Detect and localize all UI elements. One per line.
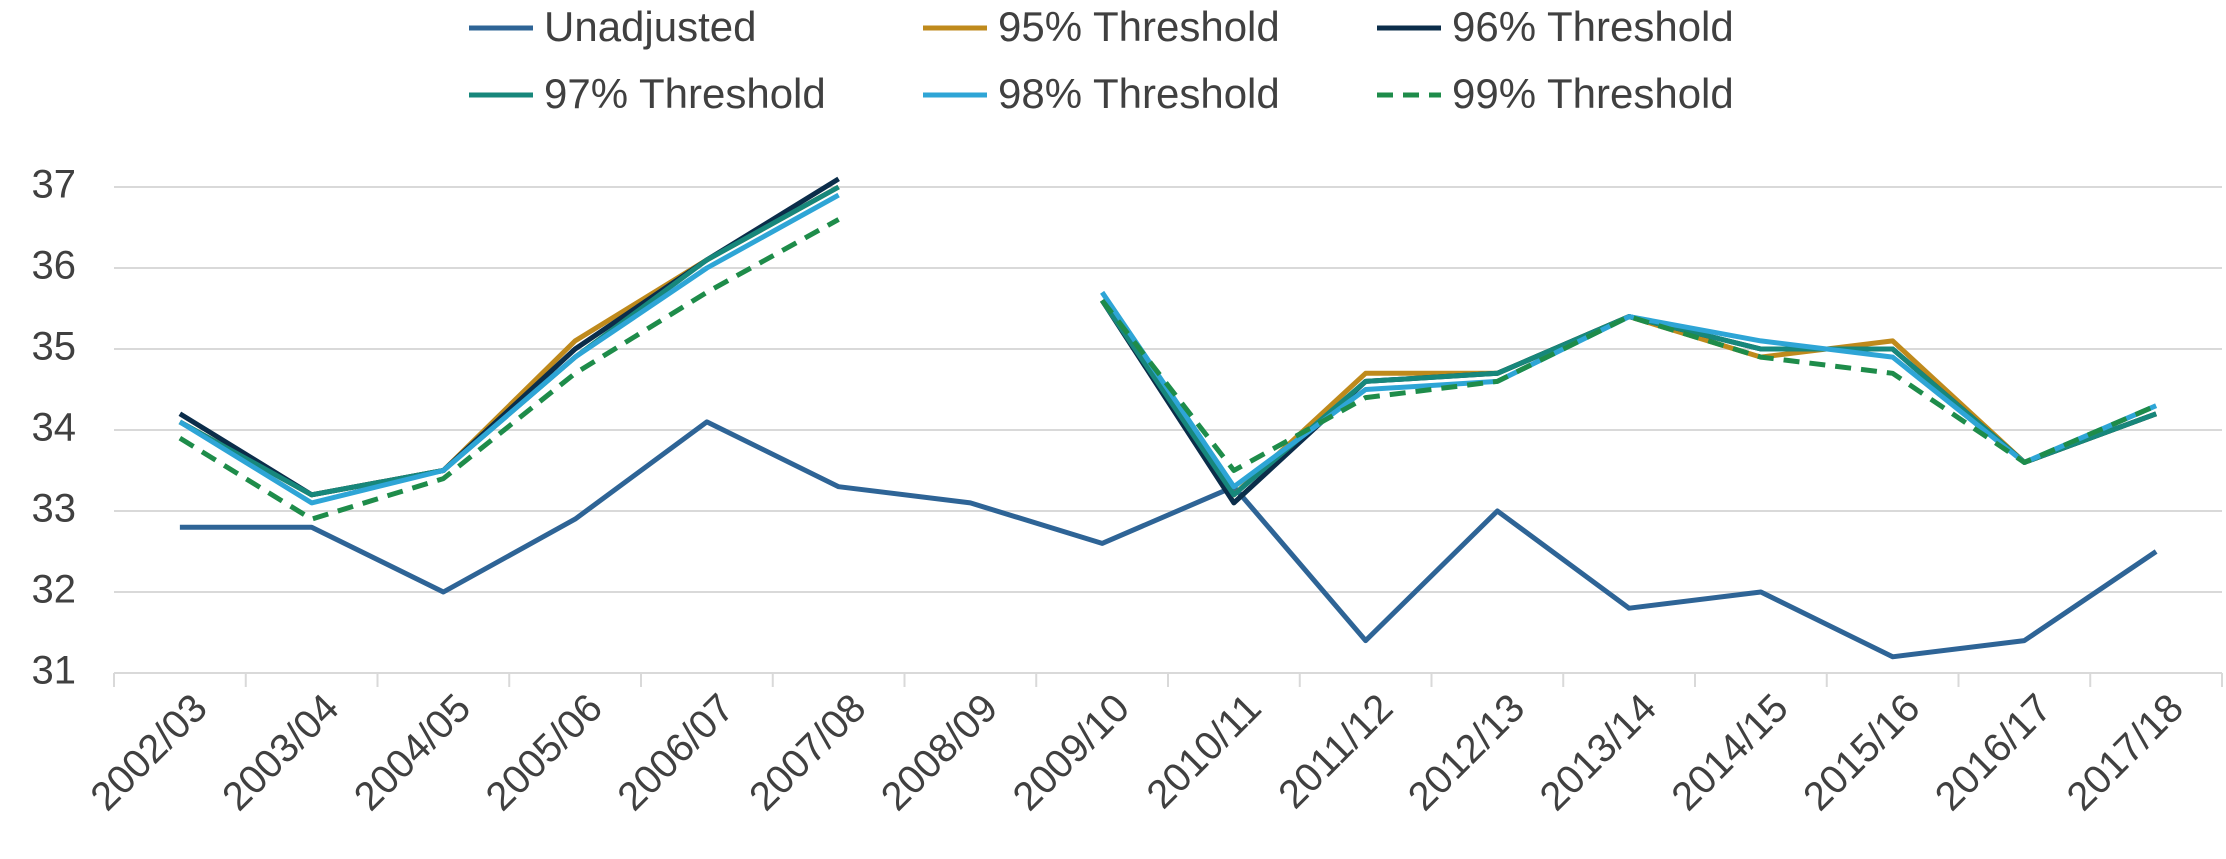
x-tick-label: 2004/05 — [346, 686, 479, 819]
y-tick-label: 33 — [32, 487, 77, 531]
x-tick-label: 2008/09 — [873, 686, 1006, 819]
x-tick-label: 2012/13 — [1400, 686, 1533, 819]
y-tick-label: 34 — [32, 406, 77, 450]
x-tick-label: 2017/18 — [2059, 686, 2192, 819]
x-tick-label: 2003/04 — [214, 686, 347, 819]
x-tick-label: 2011/12 — [1270, 686, 1401, 817]
series-line — [178, 217, 840, 522]
series-line — [178, 184, 840, 498]
y-tick-label: 37 — [32, 163, 77, 207]
legend-label: 97% Threshold — [544, 70, 826, 117]
series-line — [178, 176, 840, 498]
x-tick-label: 2009/10 — [1005, 686, 1138, 819]
x-tick-label: 2014/15 — [1663, 686, 1796, 819]
x-tick-label: 2010/11 — [1138, 686, 1269, 817]
x-tick-label: 2005/06 — [478, 686, 611, 819]
series-line — [178, 192, 840, 506]
legend-label: Unadjusted — [544, 3, 756, 50]
y-tick-label: 36 — [32, 244, 77, 288]
x-tick-label: 2016/17 — [1927, 686, 2060, 819]
series-line — [1100, 290, 2158, 490]
legend-label: 98% Threshold — [998, 70, 1280, 117]
y-tick-label: 35 — [32, 325, 77, 369]
series-line — [1100, 298, 2158, 473]
y-tick-label: 31 — [32, 649, 77, 693]
legend-label: 96% Threshold — [1452, 3, 1734, 50]
x-tick-label: 2007/08 — [741, 686, 874, 819]
series-line — [179, 419, 2158, 660]
legend-label: 95% Threshold — [998, 3, 1280, 50]
x-tick-label: 2013/14 — [1532, 686, 1665, 819]
x-tick-label: 2006/07 — [609, 686, 742, 819]
series-line — [178, 184, 840, 498]
legend-label: 99% Threshold — [1452, 70, 1734, 117]
y-tick-label: 32 — [32, 568, 77, 612]
x-tick-label: 2002/03 — [82, 686, 215, 819]
x-tick-label: 2015/16 — [1795, 686, 1928, 819]
